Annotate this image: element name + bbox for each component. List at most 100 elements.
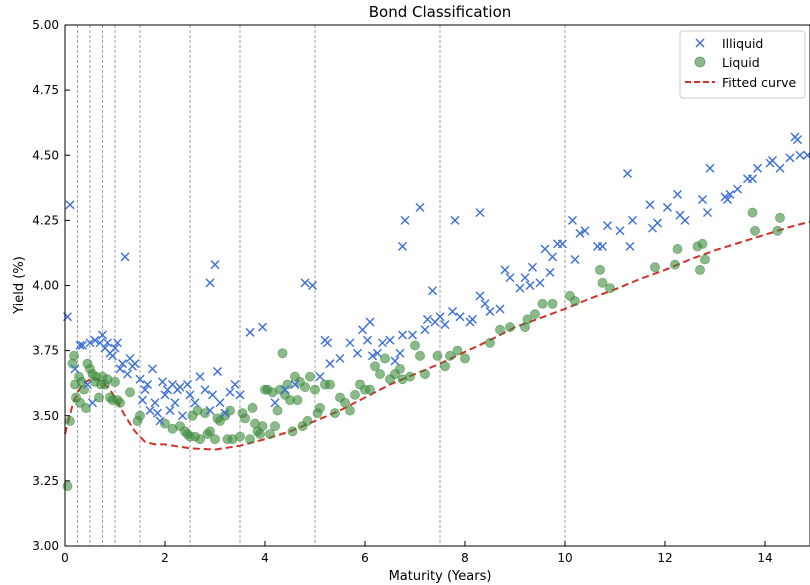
illiquid-point-27 [143, 379, 152, 389]
illiquid-point-82 [398, 330, 407, 340]
illiquid-point-26 [140, 385, 150, 395]
liquid-point-102 [440, 361, 450, 372]
illiquid-point-95 [468, 314, 477, 324]
illiquid-point-124 [645, 200, 655, 210]
liquid-point-0 [62, 481, 73, 491]
x-tick-label-4: 8 [461, 551, 469, 565]
illiquid-points-layer [63, 132, 810, 426]
illiquid-point-136 [725, 189, 735, 199]
illiquid-point-120 [615, 226, 625, 236]
illiquid-point-83 [408, 330, 417, 340]
illiquid-point-32 [155, 416, 165, 426]
illiquid-point-98 [480, 299, 490, 309]
liquid-point-110 [522, 314, 533, 325]
illiquid-point-19 [120, 252, 130, 262]
liquid-point-107 [495, 324, 505, 335]
illiquid-point-89 [435, 312, 445, 322]
illiquid-point-103 [515, 283, 525, 293]
liquid-point-74 [300, 382, 310, 392]
liquid-point-69 [287, 426, 298, 437]
y-tick-label-7: 4.75 [32, 83, 59, 97]
illiquid-point-44 [190, 398, 200, 408]
illiquid-point-6 [85, 338, 95, 348]
legend-fitted-curve-label: Fitted curve [722, 75, 796, 90]
illiquid-point-42 [183, 379, 192, 389]
illiquid-point-40 [175, 382, 185, 392]
illiquid-point-148 [803, 150, 810, 160]
illiquid-point-78 [390, 356, 400, 366]
liquid-point-26 [125, 387, 135, 398]
illiquid-point-84 [415, 202, 425, 212]
illiquid-point-51 [213, 366, 222, 376]
liquid-point-123 [695, 264, 705, 275]
liquid-point-99 [415, 350, 425, 361]
illiquid-point-62 [300, 278, 310, 288]
illiquid-point-104 [520, 273, 530, 283]
illiquid-point-54 [225, 387, 235, 397]
illiquid-point-93 [455, 312, 465, 322]
liquid-point-1 [65, 416, 75, 426]
liquid-point-23 [110, 376, 120, 387]
liquid-point-86 [350, 390, 360, 400]
illiquid-point-102 [505, 273, 515, 283]
liquid-point-111 [530, 309, 540, 320]
illiquid-point-55 [230, 379, 240, 389]
illiquid-point-2 [70, 364, 80, 374]
illiquid-point-71 [358, 325, 367, 335]
liquid-point-38 [195, 434, 205, 445]
liquid-point-113 [547, 298, 558, 309]
illiquid-point-64 [315, 372, 325, 382]
illiquid-point-146 [793, 135, 802, 145]
illiquid-point-107 [535, 278, 545, 288]
liquid-point-97 [405, 371, 415, 382]
liquid-point-62 [270, 421, 280, 432]
liquid-point-39 [200, 408, 210, 419]
x-tick-label-2: 4 [261, 551, 269, 565]
x-tick-label-7: 14 [757, 551, 772, 565]
illiquid-point-10 [98, 330, 107, 340]
illiquid-point-142 [768, 155, 777, 165]
fitted-curve-line [64, 220, 810, 451]
illiquid-point-79 [395, 348, 405, 358]
legend-liquid-marker [694, 56, 706, 68]
illiquid-point-139 [748, 174, 757, 184]
x-tick-label-5: 10 [557, 551, 572, 565]
liquid-point-126 [747, 207, 758, 218]
illiquid-point-33 [158, 377, 167, 387]
illiquid-point-85 [420, 325, 430, 335]
illiquid-point-46 [200, 385, 210, 395]
legend: Illiquid Liquid Fitted curve [679, 30, 806, 99]
illiquid-point-77 [385, 335, 395, 345]
illiquid-point-121 [623, 168, 632, 178]
liquid-point-98 [410, 340, 420, 351]
liquid-point-53 [247, 403, 258, 413]
illiquid-point-123 [628, 215, 637, 225]
illiquid-point-23 [130, 359, 140, 369]
illiquid-point-135 [723, 195, 732, 205]
liquid-point-25 [115, 397, 125, 408]
illiquid-point-1 [65, 200, 75, 210]
illiquid-point-49 [208, 390, 217, 400]
liquid-point-129 [775, 212, 785, 223]
liquid-point-71 [292, 395, 303, 406]
chart-title: Bond Classification [369, 3, 512, 21]
y-tick-label-0: 3.00 [32, 539, 59, 553]
illiquid-point-20 [123, 369, 132, 379]
liquid-point-9 [79, 384, 89, 395]
illiquid-point-5 [83, 379, 92, 389]
illiquid-point-69 [345, 338, 355, 348]
illiquid-point-3 [75, 340, 85, 350]
liquid-point-28 [135, 410, 145, 421]
y-tick-label-1: 3.25 [32, 474, 59, 488]
liquid-point-117 [597, 277, 608, 288]
x-tick-label-6: 12 [657, 551, 672, 565]
liquid-point-60 [265, 429, 275, 439]
liquid-point-82 [330, 408, 340, 419]
illiquid-point-30 [150, 398, 160, 408]
illiquid-point-140 [753, 163, 762, 173]
legend-illiquid-label: Illiquid [722, 36, 763, 51]
illiquid-point-105 [525, 281, 535, 290]
illiquid-point-127 [663, 202, 672, 212]
liquid-point-119 [650, 262, 660, 273]
illiquid-point-75 [373, 348, 382, 358]
